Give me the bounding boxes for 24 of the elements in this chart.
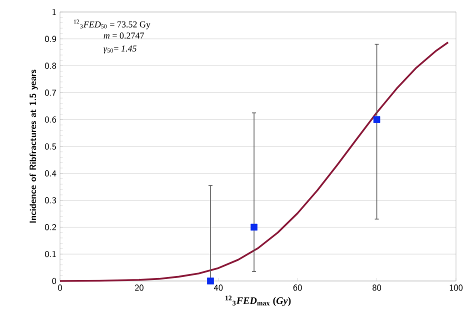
line-series [59,41,449,282]
x-tick-label: 100 [450,284,463,291]
point [207,278,214,284]
y-tick-label: 0.3 [45,197,56,204]
y-tick-label: 0 [52,278,56,284]
annotation: m = 0.2747 [104,32,144,39]
y-tick-label: 0.8 [45,62,56,69]
y-tick-label: 0.6 [45,116,56,123]
x-tick-label: 40 [214,284,223,291]
x-tick-label: 0 [58,284,62,291]
point [373,116,380,123]
y-tick-label: 0.9 [45,36,56,42]
x-tick-label: 80 [372,284,382,291]
point [250,224,258,231]
y-tick-label: 0.1 [45,250,56,258]
x-tick-label: 60 [293,284,302,291]
annotation: γ$_{50}$= 1.45 [104,46,136,54]
y-axis-title: Incidence of Ribfractures at 1.5 years [29,70,38,223]
y-tick-label: 1 [52,8,56,16]
x-tick-label: 20 [134,284,144,291]
y-tick-label: 0.5 [45,143,56,150]
y-tick-label: 0.7 [45,90,56,96]
y-tick-label: 0.4 [45,170,56,177]
y-tick-label: 0.2 [45,224,56,230]
